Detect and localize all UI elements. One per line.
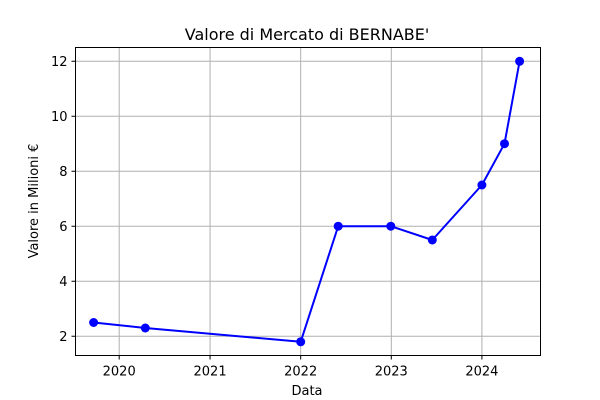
data-point [140,323,150,333]
data-point [296,337,306,347]
series-layer [89,56,525,347]
y-tick-label: 10 [51,110,68,125]
x-tick-label: 2023 [375,365,408,380]
x-tick-label: 2021 [194,365,227,380]
chart-title: Valore di Mercato di BERNABE' [185,25,430,44]
y-tick-label: 4 [59,275,67,290]
data-point [477,180,487,190]
data-point [515,56,525,66]
data-point [427,235,437,245]
y-tick-label: 6 [59,220,67,235]
data-point [500,139,509,149]
axis-ticks: 2020 2021 2022 2023 2024 2 4 6 8 10 12 [51,55,499,380]
y-tick-label: 12 [51,55,68,70]
y-tick-label: 2 [59,330,67,345]
x-tick-label: 2024 [465,365,498,380]
plot-frame [75,47,541,356]
grid [75,47,541,356]
x-tick-label: 2020 [103,365,136,380]
data-point [386,221,396,231]
x-tick-label: 2022 [284,365,317,380]
series-line [93,61,521,343]
data-point [89,318,99,327]
x-axis-label: Data [291,384,322,399]
y-axis-label: Valore in Milioni € [27,144,42,259]
y-tick-label: 8 [59,165,67,180]
data-point [333,221,343,231]
